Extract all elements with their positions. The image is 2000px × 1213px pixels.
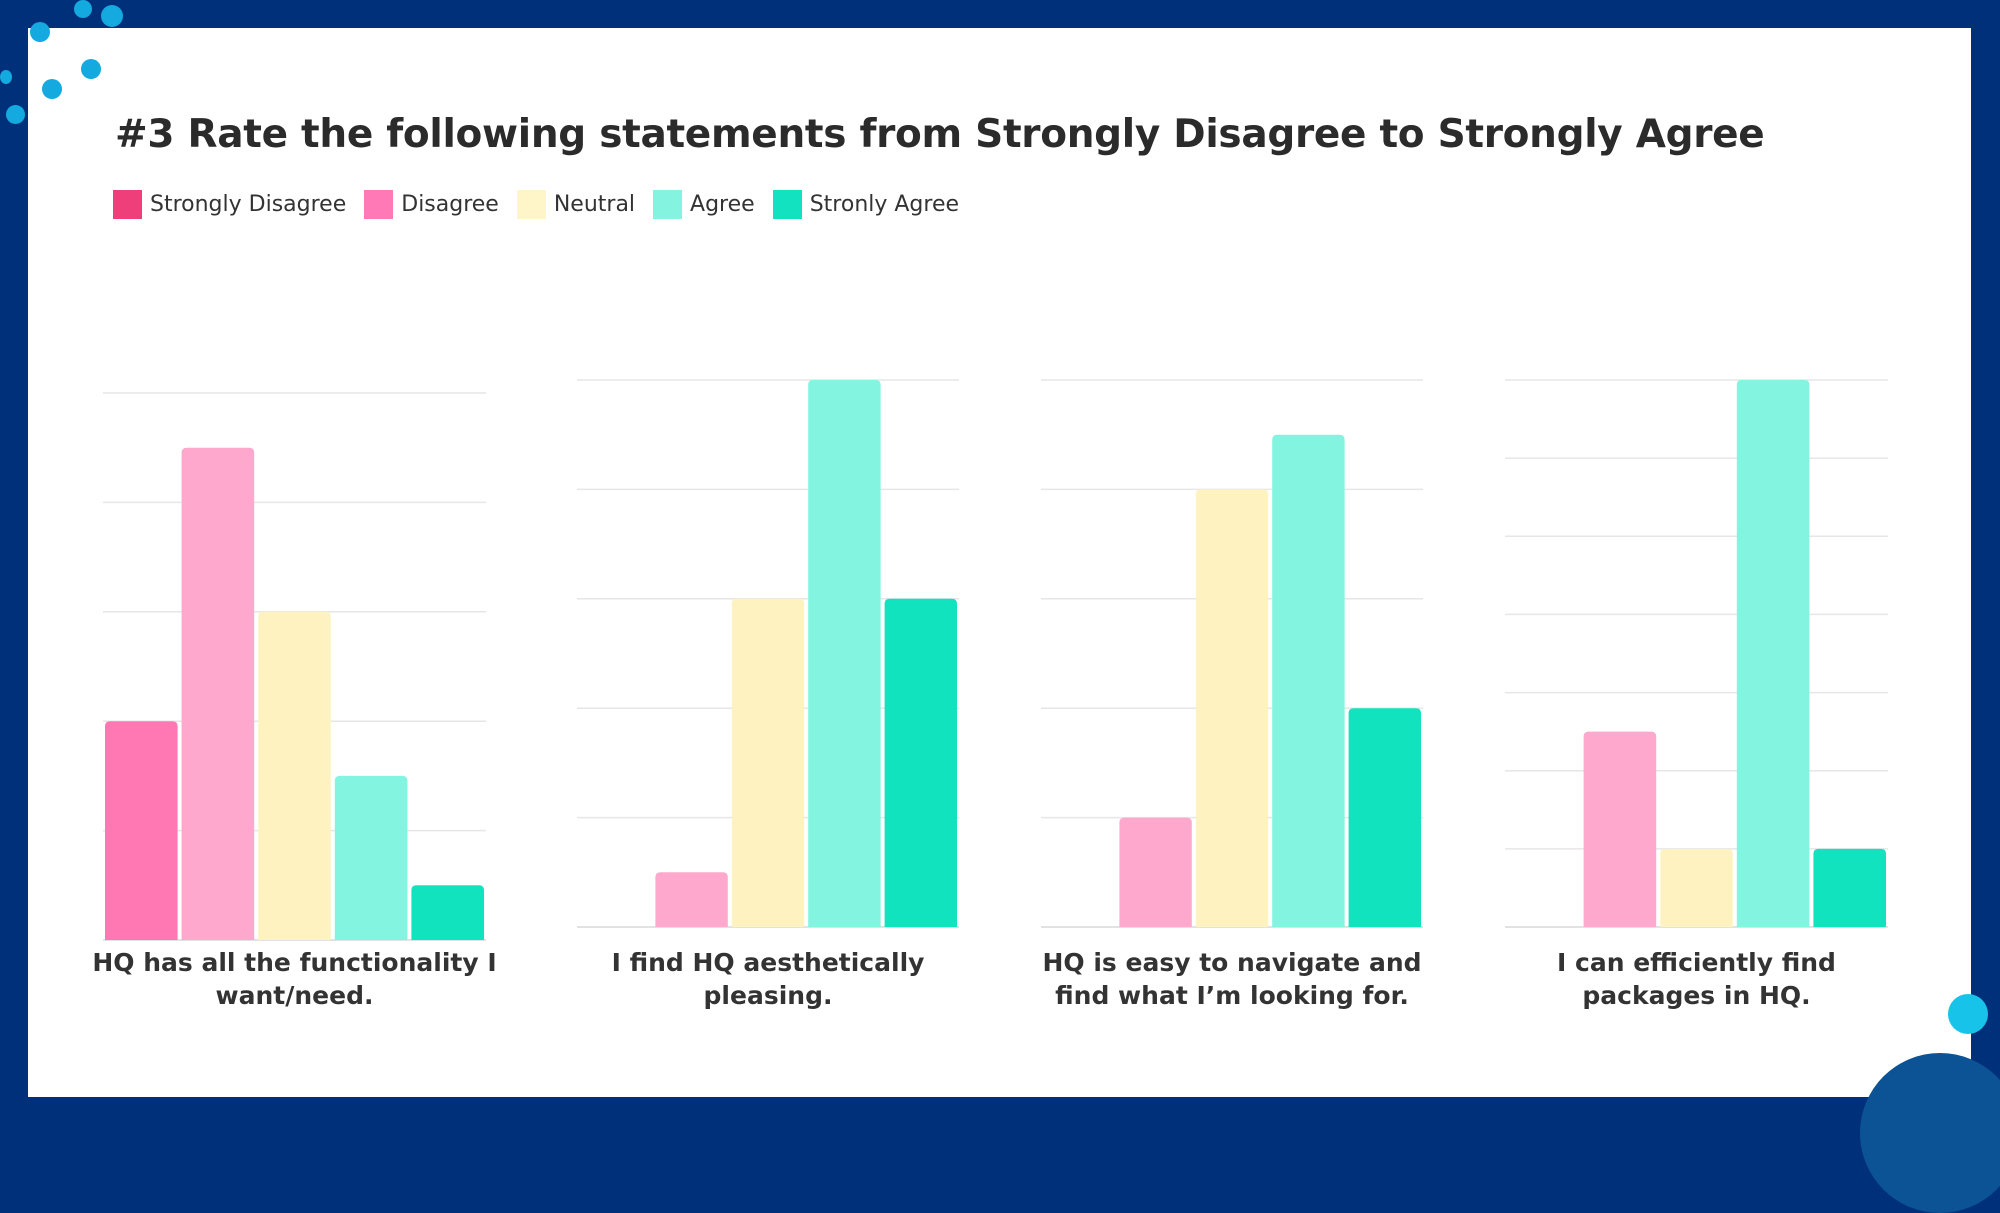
- legend-item: Disagree: [364, 190, 499, 219]
- decor-dot: [101, 5, 123, 27]
- bar-agree: [334, 775, 408, 940]
- bar-agree: [1736, 380, 1810, 927]
- chart-3: [1041, 379, 1423, 928]
- chart-x-label: I can efficiently find packages in HQ.: [1557, 948, 1836, 1010]
- legend-item: Neutral: [516, 190, 636, 219]
- bar-disagree: [1583, 731, 1657, 927]
- legend-item: Stronly Agree: [772, 190, 960, 219]
- legend-label: Neutral: [553, 192, 636, 217]
- decor-dot: [6, 105, 25, 124]
- bar-disagree: [655, 872, 728, 927]
- bar-charts: [103, 379, 1888, 941]
- decor-dot: [81, 59, 101, 79]
- bar-disagree: [1119, 817, 1192, 927]
- chart-title: #3 Rate the following statements from St…: [115, 112, 1765, 157]
- legend-swatch: [113, 190, 142, 219]
- legend-label: Strongly Disagree: [150, 192, 347, 217]
- chart-x-label: I find HQ aesthetically pleasing.: [611, 948, 925, 1010]
- legend-swatch: [364, 190, 394, 219]
- bar-neutral: [1195, 489, 1269, 927]
- chart-4: [1505, 379, 1888, 928]
- bar-stronly-agree: [1813, 848, 1886, 927]
- bar-stronly-agree: [411, 885, 484, 940]
- chart-x-label: HQ has all the functionality I want/need…: [92, 948, 497, 1010]
- decor-dot: [0, 70, 12, 84]
- legend: Strongly Disagree Disagree Neutral Agree Str…: [113, 190, 977, 219]
- chart-x-label: HQ is easy to navigate and find what I’m…: [1042, 948, 1422, 1010]
- legend-item: Strongly Disagree: [113, 190, 346, 219]
- chart-1: [103, 392, 486, 941]
- bar-stronly-agree: [884, 598, 957, 927]
- chart-2: [577, 379, 959, 928]
- bar-strongly-disagree: [105, 721, 178, 940]
- bar-agree: [808, 380, 881, 927]
- bar-stronly-agree: [1348, 708, 1421, 927]
- decor-dot: [42, 79, 62, 99]
- bar-agree: [1272, 434, 1345, 927]
- decor-dot: [1948, 994, 1988, 1034]
- legend-label: Agree: [690, 192, 755, 217]
- bar-neutral: [1660, 848, 1733, 927]
- legend-label: Stronly Agree: [809, 192, 960, 217]
- legend-label: Disagree: [401, 192, 499, 217]
- legend-item: Agree: [653, 190, 755, 219]
- bar-neutral: [731, 598, 805, 927]
- bar-neutral: [258, 611, 331, 940]
- decor-dot: [74, 0, 92, 18]
- legend-swatch: [516, 190, 546, 219]
- decor-dot: [30, 22, 50, 42]
- legend-swatch: [653, 190, 683, 219]
- bar-disagree: [181, 447, 255, 940]
- legend-swatch: [772, 190, 802, 219]
